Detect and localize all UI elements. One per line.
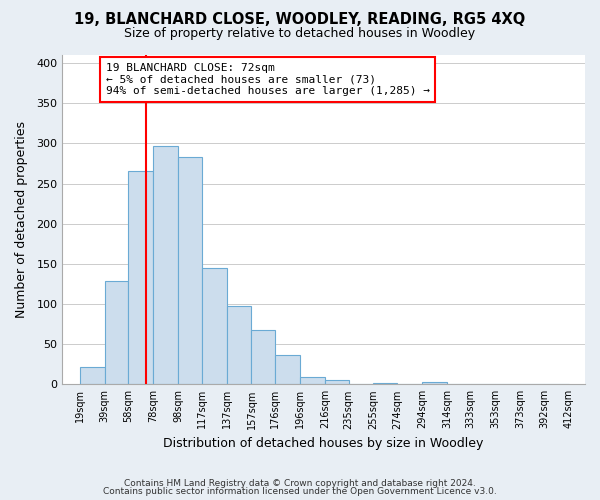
Bar bbox=[300, 377, 325, 384]
Bar bbox=[422, 382, 447, 384]
Bar bbox=[80, 366, 104, 384]
Bar bbox=[373, 382, 397, 384]
Bar bbox=[325, 380, 349, 384]
Text: Contains HM Land Registry data © Crown copyright and database right 2024.: Contains HM Land Registry data © Crown c… bbox=[124, 478, 476, 488]
Text: Size of property relative to detached houses in Woodley: Size of property relative to detached ho… bbox=[124, 28, 476, 40]
X-axis label: Distribution of detached houses by size in Woodley: Distribution of detached houses by size … bbox=[163, 437, 484, 450]
Text: Contains public sector information licensed under the Open Government Licence v3: Contains public sector information licen… bbox=[103, 487, 497, 496]
Bar bbox=[153, 146, 178, 384]
Bar bbox=[227, 306, 251, 384]
Bar bbox=[202, 268, 227, 384]
Bar bbox=[104, 282, 128, 385]
Bar bbox=[251, 330, 275, 384]
Text: 19, BLANCHARD CLOSE, WOODLEY, READING, RG5 4XQ: 19, BLANCHARD CLOSE, WOODLEY, READING, R… bbox=[74, 12, 526, 28]
Bar bbox=[275, 354, 300, 384]
Y-axis label: Number of detached properties: Number of detached properties bbox=[15, 121, 28, 318]
Bar bbox=[178, 157, 202, 384]
Text: 19 BLANCHARD CLOSE: 72sqm
← 5% of detached houses are smaller (73)
94% of semi-d: 19 BLANCHARD CLOSE: 72sqm ← 5% of detach… bbox=[106, 63, 430, 96]
Bar bbox=[128, 172, 153, 384]
